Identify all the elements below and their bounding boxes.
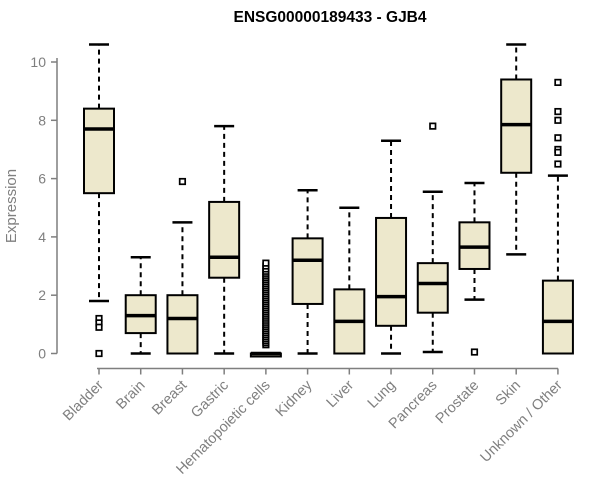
outlier-point [429,122,437,130]
box-skin [500,43,533,256]
iqr-box [83,107,115,195]
outlier-point [554,116,562,124]
outlier-point [554,107,562,116]
box-unknown-other [541,78,574,355]
outlier-point [554,160,562,168]
outlier-point [554,148,562,156]
outlier-point [470,348,479,356]
outlier-point [554,134,562,142]
box-hematopoietic-cells [249,259,282,358]
outlier-point [95,349,103,358]
box-prostate [458,181,491,356]
box-bladder [83,43,115,358]
iqr-box [208,200,241,279]
y-tick-label: 4 [38,229,46,245]
x-tick-label: Brain [113,378,148,413]
y-tick-label: 8 [38,112,46,128]
outlier-point [178,177,187,186]
boxes [83,43,574,358]
iqr-box [166,294,199,355]
outlier-point [554,78,562,87]
box-lung [375,139,408,355]
x-tick-label: Skin [493,378,524,409]
outlier-point [262,259,270,267]
x-tick-label: Lung [365,378,399,412]
y-tick-label: 10 [30,54,46,70]
iqr-box [291,237,324,305]
x-tick-label: Breast [149,378,190,419]
outlier-point [95,323,103,331]
box-pancreas [416,122,449,354]
x-tick-label: Liver [324,377,358,411]
y-axis-label: Expression [3,169,20,243]
box-kidney [291,189,324,355]
y-tick-label: 6 [38,171,46,187]
x-tick-label: Kidney [273,377,316,420]
x-tick-label: Bladder [60,377,107,424]
box-liver [333,206,366,355]
y-tick-label: 2 [38,287,46,303]
iqr-box [375,216,408,327]
iqr-box [416,262,449,314]
box-breast [166,177,199,355]
box-gastric [208,124,241,355]
chart-title: ENSG00000189433 - GJB4 [233,9,426,26]
iqr-box [541,279,574,355]
x-tick-label: Prostate [433,378,482,427]
y-tick-label: 0 [38,346,46,362]
box-brain [124,256,157,355]
